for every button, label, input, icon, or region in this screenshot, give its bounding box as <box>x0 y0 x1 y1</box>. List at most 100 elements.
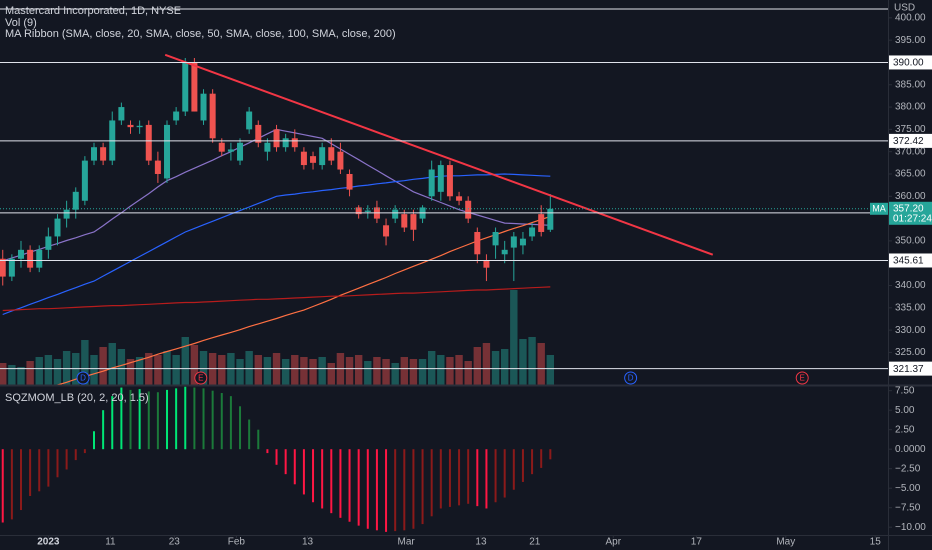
candle-body <box>310 156 317 163</box>
osc-y-tick-label: 7.50 <box>895 385 915 396</box>
osc-bar <box>403 449 406 531</box>
osc-bar <box>211 390 214 450</box>
candle-body <box>127 124 134 128</box>
osc-y-tick-label: −7.50 <box>895 502 921 513</box>
osc-y-tick-label: −10.00 <box>895 522 926 533</box>
candle-body <box>446 165 453 197</box>
osc-bar <box>348 449 351 522</box>
volume-bar <box>537 343 545 385</box>
level-box <box>889 55 932 70</box>
osc-bar <box>83 449 86 454</box>
candle-body <box>200 93 207 121</box>
osc-bar <box>56 449 59 478</box>
osc-bar <box>111 396 114 450</box>
volume-bar <box>44 355 53 385</box>
candle-body <box>100 147 107 161</box>
volume-bar <box>528 337 536 385</box>
osc-bar <box>503 449 506 498</box>
ma-line <box>2 286 551 312</box>
candle-body <box>27 249 34 268</box>
volume-bar <box>418 359 427 385</box>
osc-bar <box>257 429 260 450</box>
volume-bar <box>345 357 354 385</box>
level-label: 390.00 <box>893 58 924 69</box>
x-tick-label: 23 <box>169 537 181 548</box>
osc-bar <box>467 449 470 504</box>
candle-body <box>337 151 344 170</box>
candle-body <box>36 249 43 268</box>
volume-bar <box>373 357 381 385</box>
volume-bar <box>464 361 472 385</box>
level-label: 372.42 <box>893 136 924 147</box>
event-marker <box>194 371 208 385</box>
osc-y-tick-label: 0.0000 <box>895 444 926 455</box>
candle-body <box>474 231 481 255</box>
candle-body <box>355 207 362 215</box>
osc-bar <box>138 389 141 450</box>
osc-bar <box>29 449 32 496</box>
osc-y-tick-label: −5.00 <box>895 483 921 494</box>
candle-body <box>510 236 517 248</box>
osc-bar <box>494 449 497 503</box>
axes: D E D E 400.00 395.00 385.00 380.00 375.00 370.00… <box>0 12 932 548</box>
countdown: 01:27:24 <box>893 213 932 224</box>
volume-bar <box>172 355 180 385</box>
candle-body <box>529 227 536 237</box>
x-tick-label: 15 <box>870 537 882 548</box>
volume-bar <box>437 355 445 385</box>
osc-bar <box>412 449 415 529</box>
osc-bar <box>120 387 123 450</box>
x-tick-label: Mar <box>398 537 416 548</box>
event-marker <box>624 371 638 385</box>
candle-body <box>437 165 444 192</box>
volume-bar <box>62 351 71 385</box>
osc-bar <box>312 449 315 503</box>
osc-bar <box>93 431 96 450</box>
volume-bar <box>245 351 253 385</box>
osc-bar <box>166 389 169 450</box>
osc-bar <box>448 449 451 507</box>
osc-bar <box>193 387 196 450</box>
osc-bar <box>521 449 524 482</box>
osc-bar <box>38 449 41 492</box>
osc-bar <box>549 449 552 460</box>
x-tick-label: 21 <box>529 537 541 548</box>
candle-body <box>191 62 198 112</box>
osc-y-tick-label: 5.00 <box>895 405 915 416</box>
candle-body <box>182 62 189 112</box>
candle-body <box>383 225 390 237</box>
event-label: E <box>198 374 203 383</box>
candle-body <box>465 200 472 219</box>
candle-body <box>237 142 244 161</box>
candle-body <box>8 258 15 277</box>
last-price-box <box>889 201 932 225</box>
candle-body <box>63 209 70 219</box>
candle-body <box>547 208 554 230</box>
candle-body <box>17 249 24 259</box>
candle-body <box>346 173 353 190</box>
volume-bar <box>318 357 326 385</box>
volume-bar <box>135 357 144 385</box>
osc-bar <box>102 410 105 450</box>
candle-body <box>164 124 171 179</box>
volume-bar <box>163 351 171 385</box>
volume-bar <box>254 355 262 385</box>
volume-bar <box>291 355 299 385</box>
volume-bar <box>0 363 7 385</box>
candle-body <box>246 111 253 130</box>
event-marker <box>76 371 90 385</box>
osc-bar <box>540 449 543 468</box>
candle-body <box>173 111 180 121</box>
currency: USD <box>894 3 915 14</box>
volume-bar <box>154 355 162 385</box>
osc-bar <box>147 391 150 450</box>
candle-body <box>273 129 280 148</box>
candle-body <box>136 125 143 128</box>
volume-bar <box>99 347 107 385</box>
volume-bar <box>354 355 363 385</box>
candle-body <box>118 107 125 121</box>
volume-bar <box>546 355 555 385</box>
y-tick-label: 335.00 <box>895 302 926 313</box>
osc-bar <box>458 449 461 506</box>
volume-bar <box>391 363 399 385</box>
